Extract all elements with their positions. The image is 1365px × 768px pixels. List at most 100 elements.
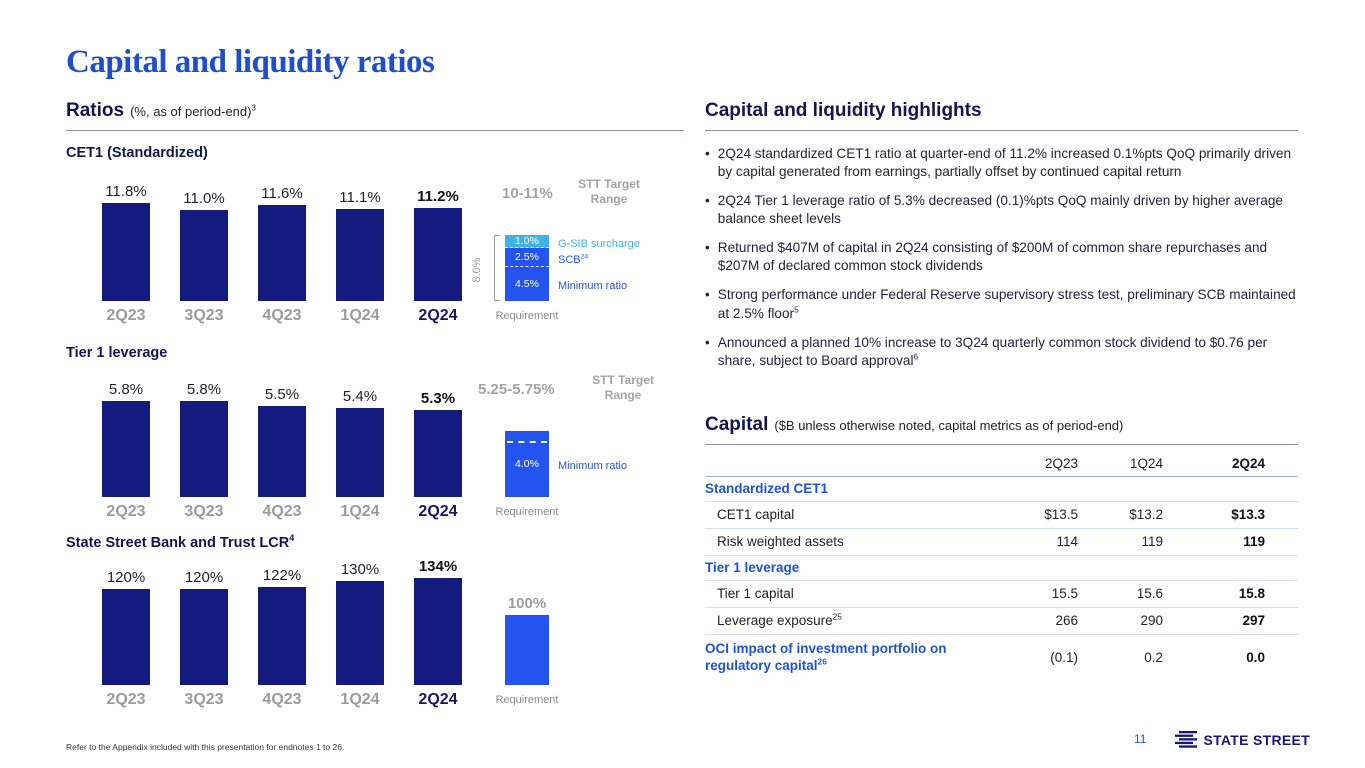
capital-table: 2Q23 1Q24 2Q24 Standardized CET1 CET1 capita… bbox=[705, 451, 1298, 681]
superscript: 26 bbox=[817, 656, 827, 667]
total-bracket-label: 8.0% bbox=[471, 257, 483, 283]
chart-x-axis: 2Q23 3Q23 4Q23 1Q24 2Q24 Requirement bbox=[66, 307, 684, 331]
bar-value-label: 134% bbox=[418, 558, 458, 575]
text: Minimum ratio bbox=[558, 280, 628, 292]
row-label: Tier 1 capital bbox=[705, 586, 993, 601]
bar-value-label: 11.8% bbox=[105, 183, 147, 200]
x-label: 4Q23 bbox=[262, 503, 302, 520]
table-cell: 0.0 bbox=[1246, 650, 1265, 666]
x-label: 2Q23 bbox=[106, 503, 146, 520]
text: OCI impact of investment portfolio on re… bbox=[705, 640, 947, 673]
target-range-label: STT Target Range bbox=[578, 177, 640, 206]
ratios-header: Ratios (%, as of period-end)3 bbox=[66, 100, 684, 131]
table-cell: 15.6 bbox=[1136, 586, 1163, 602]
requirement-segment: 1.0% bbox=[505, 235, 549, 248]
row-label: Standardized CET1 bbox=[705, 481, 993, 496]
table-row: OCI impact of investment portfolio on re… bbox=[705, 635, 1298, 681]
bar-value-label: 130% bbox=[340, 561, 380, 578]
bar bbox=[336, 408, 384, 497]
bar bbox=[336, 581, 384, 685]
table-cell: 15.5 bbox=[1051, 586, 1078, 602]
capital-header: Capital ($B unless otherwise noted, capi… bbox=[705, 414, 1298, 445]
table-cell: 114 bbox=[1056, 534, 1078, 550]
bar-value-label: 5.8% bbox=[186, 381, 222, 398]
bullet-dot: • bbox=[705, 146, 710, 161]
bullet-text: Strong performance under Federal Reserve… bbox=[718, 286, 1298, 322]
x-label: 1Q24 bbox=[340, 691, 380, 708]
text: Tier 1 capital bbox=[717, 586, 794, 602]
bar-value-label: 5.3% bbox=[420, 390, 456, 407]
text: G-SIB surcharge bbox=[558, 237, 640, 250]
total-bracket bbox=[494, 235, 500, 301]
table-row: CET1 capital $13.5 $13.2 $13.3 bbox=[705, 502, 1298, 529]
state-street-logo: STATE STREET bbox=[1175, 731, 1310, 748]
charts-container: CET1 (Standardized) 11.8% 11.0% 11.6% 11.1% 1… bbox=[66, 145, 684, 715]
bar bbox=[414, 578, 462, 685]
chart-title: Tier 1 leverage bbox=[66, 345, 684, 361]
x-label: 2Q24 bbox=[418, 691, 458, 708]
table-row: Standardized CET1 bbox=[705, 477, 1298, 502]
ratios-heading-note: (%, as of period-end)3 bbox=[130, 104, 256, 119]
target-range-value: 10-11% bbox=[502, 185, 553, 202]
requirement-bar bbox=[505, 615, 549, 685]
requirement-segment: 4.5% bbox=[505, 267, 549, 301]
target-range-value: 5.25-5.75% bbox=[478, 381, 555, 398]
capital-heading: Capital bbox=[705, 413, 769, 435]
target-range-label: STT Target Range bbox=[592, 373, 654, 402]
chart-x-axis: 2Q23 3Q23 4Q23 1Q24 2Q24 Requirement bbox=[66, 503, 684, 527]
chart-plot: 120% 120% 122% 130% 134% 100% bbox=[66, 555, 684, 685]
table-cell: 119 bbox=[1141, 534, 1163, 550]
bullet-text: Returned $407M of capital in 2Q24 consis… bbox=[718, 239, 1298, 275]
bullet-dot: • bbox=[705, 193, 710, 209]
text: Standardized CET1 bbox=[705, 481, 829, 497]
superscript: 25 bbox=[832, 611, 842, 622]
highlights-list: • 2Q24 standardized CET1 ratio at quarter… bbox=[705, 145, 1298, 370]
table-header-row: 2Q23 1Q24 2Q24 bbox=[705, 451, 1298, 477]
requirement-side-label: SCB24 bbox=[558, 253, 588, 266]
table-cell: 0.2 bbox=[1144, 650, 1163, 666]
table-cell: 290 bbox=[1140, 613, 1163, 629]
chart-title: State Street Bank and Trust LCR4 bbox=[66, 534, 684, 551]
chart-2: State Street Bank and Trust LCR4 120% 120%… bbox=[66, 534, 684, 715]
table-header-cell: 2Q24 bbox=[1231, 455, 1265, 471]
bar bbox=[414, 410, 462, 497]
state-street-logo-icon bbox=[1175, 731, 1198, 748]
bar-value-label: 11.2% bbox=[417, 188, 459, 205]
bullet-text: Announced a planned 10% increase to 3Q24… bbox=[718, 334, 1298, 370]
ratios-note-text: (%, as of period-end) bbox=[130, 104, 252, 119]
text: Minimum ratio bbox=[558, 460, 628, 472]
row-label: CET1 capital bbox=[705, 507, 993, 522]
bullet-dot: • bbox=[705, 334, 710, 350]
bar-value-label: 11.0% bbox=[183, 190, 225, 207]
bar bbox=[258, 205, 306, 301]
text: State Street Bank and Trust LCR bbox=[66, 535, 290, 551]
x-label: 3Q23 bbox=[184, 503, 224, 520]
x-label: 4Q23 bbox=[262, 307, 302, 324]
bullet-text: 2Q24 Tier 1 leverage ratio of 5.3% decre… bbox=[718, 192, 1298, 228]
ratios-section: Ratios (%, as of period-end)3 CET1 (Stan… bbox=[66, 100, 684, 715]
table-header-cell: 2Q23 bbox=[1044, 455, 1078, 471]
text: Risk weighted assets bbox=[717, 534, 844, 550]
table-row: Tier 1 leverage bbox=[705, 556, 1298, 581]
requirement-segment-label: 4.0% bbox=[515, 458, 539, 470]
bullet-text: 2Q24 standardized CET1 ratio at quarter-… bbox=[718, 145, 1298, 181]
row-label: Tier 1 leverage bbox=[705, 560, 993, 575]
text: Tier 1 leverage bbox=[66, 345, 168, 361]
requirement-side-label: Minimum ratio bbox=[558, 460, 627, 472]
highlights-section: Capital and liquidity highlights • 2Q24 s… bbox=[705, 100, 1298, 681]
bar-value-label: 11.6% bbox=[261, 185, 303, 202]
state-street-logo-text: STATE STREET bbox=[1203, 731, 1310, 748]
bar-value-label: 120% bbox=[106, 569, 146, 586]
text: Returned $407M of capital in 2Q24 consis… bbox=[717, 240, 1268, 274]
page-number: 11 bbox=[1134, 732, 1147, 746]
bar-value-label: 120% bbox=[184, 569, 224, 586]
x-label: 1Q24 bbox=[340, 307, 380, 324]
chart-plot: 5.8% 5.8% 5.5% 5.4% 5.3% 4.0% Minimum ratio 5.2… bbox=[66, 365, 684, 497]
chart-x-axis: 2Q23 3Q23 4Q23 1Q24 2Q24 Requirement bbox=[66, 691, 684, 715]
highlight-bullet: • Strong performance under Federal Reserv… bbox=[705, 286, 1298, 322]
table-row: Risk weighted assets 114 119 119 bbox=[705, 529, 1298, 556]
superscript: 6 bbox=[913, 351, 919, 362]
bar bbox=[180, 589, 228, 685]
highlight-bullet: • 2Q24 standardized CET1 ratio at quarter… bbox=[705, 145, 1298, 181]
bar-value-label: 5.8% bbox=[108, 381, 144, 398]
